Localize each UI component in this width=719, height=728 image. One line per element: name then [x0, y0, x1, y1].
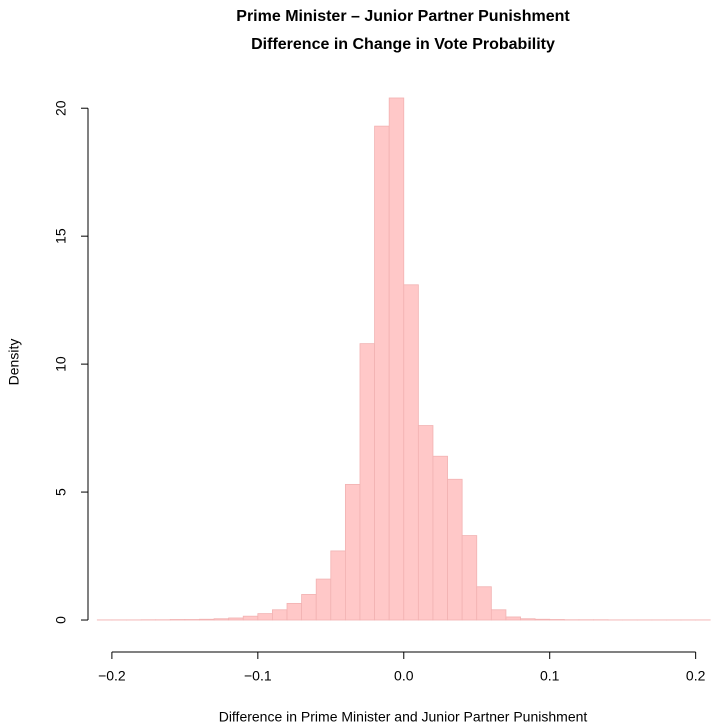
bar	[257, 613, 273, 621]
bar	[432, 455, 448, 621]
bar	[228, 617, 244, 621]
bar	[359, 343, 375, 621]
x-tick-label: 0.0	[394, 668, 414, 684]
y-axis-label: Density	[6, 339, 22, 386]
bar	[417, 425, 434, 621]
bar	[184, 619, 200, 621]
y-tick-label: 15	[53, 228, 69, 244]
bar	[490, 609, 507, 621]
bar	[549, 619, 565, 621]
chart-title: Difference in Change in Vote Probability	[251, 36, 555, 53]
bar	[199, 618, 215, 621]
bar	[330, 550, 346, 621]
x-tick-label: 0.2	[686, 668, 706, 684]
x-axis-label: Difference in Prime Minister and Junior …	[219, 709, 588, 725]
bar	[534, 618, 551, 621]
bar	[520, 618, 536, 621]
bar	[315, 578, 332, 621]
bar	[301, 594, 317, 621]
y-tick-label: 20	[53, 100, 69, 116]
bar	[374, 125, 390, 621]
bar	[461, 535, 478, 621]
bar	[242, 615, 259, 621]
y-tick-label: 10	[53, 356, 69, 372]
bar	[476, 586, 492, 621]
bar	[505, 616, 521, 621]
chart-title: Prime Minister – Junior Partner Punishme…	[236, 8, 570, 25]
x-tick-label: 0.1	[540, 668, 560, 684]
bar	[388, 97, 405, 621]
y-tick-label: 0	[53, 616, 69, 624]
bar	[286, 602, 303, 621]
x-tick-label: −0.1	[244, 668, 272, 684]
bar	[344, 483, 361, 621]
bar	[213, 618, 230, 621]
bar	[403, 284, 419, 621]
bar	[169, 619, 186, 621]
bar	[272, 609, 288, 621]
y-tick-label: 5	[53, 488, 69, 496]
bar	[447, 478, 463, 621]
x-tick-label: −0.2	[98, 668, 126, 684]
